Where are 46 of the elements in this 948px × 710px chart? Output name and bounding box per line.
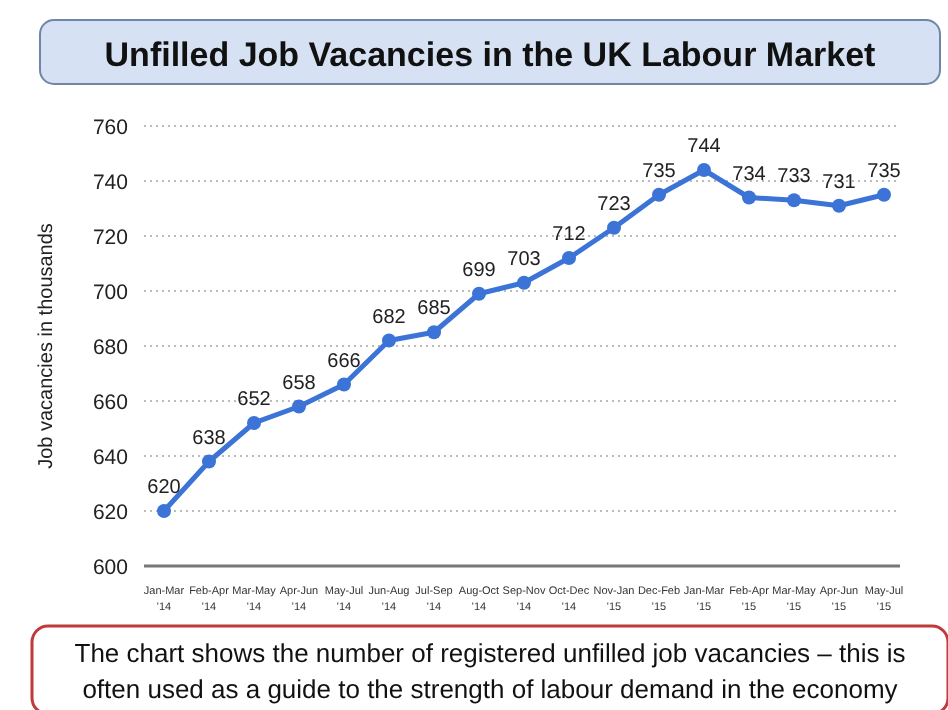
point (832, 198, 846, 213)
point (877, 187, 891, 202)
y-tick-label: 680 (92, 336, 129, 360)
y-tick-label: 700 (92, 281, 129, 305)
y-tick-label: 660 (92, 391, 129, 415)
y-tick-label: 640 (92, 446, 129, 470)
point (562, 251, 576, 265)
data-label: 733 (777, 166, 812, 189)
point (382, 333, 396, 348)
data-label: 744 (687, 136, 722, 158)
point (427, 325, 441, 340)
y-tick-label: 600 (92, 556, 129, 580)
y-axis-title: Job vacancies in thousands (36, 223, 58, 469)
y-tick-label: 760 (92, 116, 129, 140)
point (742, 190, 756, 205)
data-label: 638 (192, 427, 227, 450)
data-label: 685 (417, 298, 452, 321)
data-label: 723 (597, 193, 632, 216)
point (337, 377, 351, 392)
data-label: 734 (732, 163, 767, 186)
data-label: 699 (462, 259, 497, 282)
point (652, 187, 666, 202)
data-label: 735 (642, 160, 677, 183)
y-tick-label: 740 (92, 171, 129, 195)
data-label: 666 (327, 350, 362, 373)
y-tick-label: 620 (92, 501, 129, 525)
point (607, 220, 621, 235)
point (787, 193, 801, 208)
point (697, 163, 711, 177)
point (202, 454, 216, 469)
point (157, 504, 171, 518)
data-label: 658 (282, 372, 317, 395)
chart-title: Unfilled Job Vacancies in the UK Labour Market (104, 36, 877, 74)
point (517, 275, 531, 290)
text: The chart shows the number of registered unfilled job vacancies – this is often used as a guide to the strength of labour demand in the economy (72, 636, 908, 708)
data-label: 731 (822, 171, 857, 194)
data-label: 620 (147, 477, 182, 499)
data-label: 712 (552, 224, 587, 246)
data-label: 735 (867, 160, 902, 183)
point (292, 399, 306, 414)
point (472, 286, 486, 301)
data-label: 703 (507, 248, 542, 271)
data-label: 682 (372, 306, 407, 329)
point (247, 416, 261, 430)
data-label: 652 (237, 389, 272, 411)
y-tick-label: 720 (92, 226, 129, 250)
